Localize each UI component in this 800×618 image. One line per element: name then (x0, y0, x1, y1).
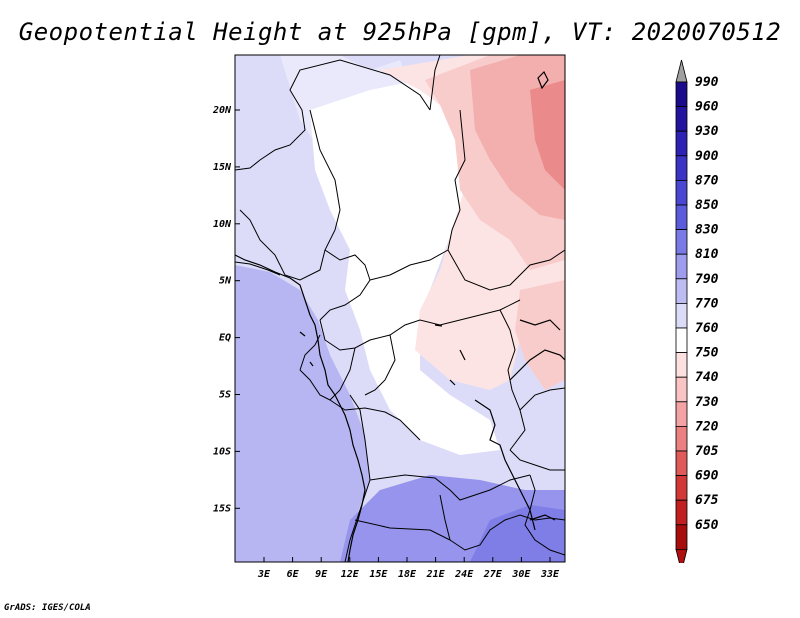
longitude-axis: 3E 6E 9E 12E 15E 18E 21E 24E 27E 30E 33E (257, 557, 560, 580)
coastline (235, 70, 565, 562)
colorbar-segment (675, 499, 688, 526)
colorbar-level-label: 900 (695, 149, 719, 164)
colorbar-level-label: 740 (695, 370, 719, 385)
colorbar-level-label: 730 (695, 395, 719, 410)
lon-tick-label: 21E (426, 569, 446, 580)
colorbar-level-label: 850 (695, 198, 719, 213)
lon-tick-label: 3E (257, 569, 271, 580)
colorbar-level-label: 870 (695, 173, 719, 188)
colorbar-segment (675, 401, 688, 427)
colorbar-segment (675, 81, 688, 108)
colorbar-segment (675, 376, 688, 403)
colorbar-over-arrow (675, 59, 688, 83)
lat-tick-label: 15N (213, 162, 232, 173)
colorbar-segment (675, 450, 688, 477)
colorbar-level-label: 810 (695, 247, 719, 262)
colorbar-segment (675, 253, 688, 280)
colorbar-segment (675, 180, 688, 206)
colorbar-segment (675, 229, 688, 255)
lat-tick-label: 15S (213, 503, 231, 514)
lon-tick-label: 6E (287, 569, 300, 580)
colorbar-level-label: 705 (695, 444, 719, 459)
lat-tick-label: 20N (212, 105, 232, 116)
colorbar-level-label: 720 (695, 419, 719, 434)
map-frame (234, 54, 566, 563)
lon-tick-label: 33E (540, 569, 560, 580)
colorbar-under-arrow (675, 548, 688, 572)
lon-tick-label: 12E (341, 569, 360, 580)
lat-tick-label: 5S (219, 390, 231, 401)
lon-tick-label: 18E (398, 569, 417, 580)
colorbar: 990 960 930 900 870 850 830 810 790 770 760 750 740 7… (665, 58, 765, 572)
map-svg: 20N 15N 10N 5N EQ 5S 10S 15S 3E 6E 9E 12E 15E 18E 21E… (212, 54, 566, 580)
lat-tick-label: 10S (213, 446, 231, 457)
colorbar-level-label: 990 (695, 75, 719, 90)
grads-credit: GrADS: IGES/COLA (4, 603, 91, 613)
lat-tick-label: 5N (219, 276, 232, 287)
colorbar-level-label: 770 (695, 296, 719, 311)
colorbar-segment (675, 524, 688, 550)
colorbar-segment (675, 475, 688, 501)
colorbar-level-label: 650 (695, 518, 719, 533)
field-ocean-region (235, 265, 370, 562)
colorbar-level-label: 830 (695, 223, 719, 238)
colorbar-segment (675, 278, 688, 304)
map-panel: 20N 15N 10N 5N EQ 5S 10S 15S 3E 6E 9E 12E 15E 18E 21E… (190, 50, 590, 590)
colorbar-segment (675, 327, 688, 354)
colorbar-level-label: 960 (695, 100, 719, 115)
colorbar-segment (675, 106, 688, 132)
lon-tick-label: 27E (483, 569, 503, 580)
colorbar-segment (675, 130, 688, 157)
lon-tick-label: 15E (369, 569, 388, 580)
lon-tick-label: 24E (454, 569, 474, 580)
colorbar-svg: 990 960 930 900 870 850 830 810 790 770 760 750 740 7… (675, 59, 719, 572)
colorbar-segment (675, 204, 688, 231)
colorbar-segment (675, 155, 688, 181)
lon-tick-label: 9E (315, 569, 328, 580)
lat-tick-label: 10N (213, 219, 232, 230)
field-ocean-north (235, 55, 270, 190)
lat-tick-label: EQ (219, 333, 231, 344)
colorbar-level-label: 790 (695, 272, 719, 287)
latitude-axis: 20N 15N 10N 5N EQ 5S 10S 15S (212, 105, 240, 514)
colorbar-level-label: 930 (695, 124, 719, 139)
lon-tick-label: 30E (511, 569, 531, 580)
colorbar-level-label: 690 (695, 469, 719, 484)
field-pink4-region (530, 80, 565, 190)
colorbar-level-label: 675 (695, 493, 719, 508)
colorbar-level-label: 750 (695, 346, 719, 361)
map-title: Geopotential Height at 925hPa [gpm], VT:… (18, 18, 782, 46)
colorbar-segment (675, 352, 688, 378)
colorbar-segment (675, 302, 688, 329)
colorbar-segment (675, 425, 688, 452)
colorbar-level-label: 760 (695, 321, 719, 336)
